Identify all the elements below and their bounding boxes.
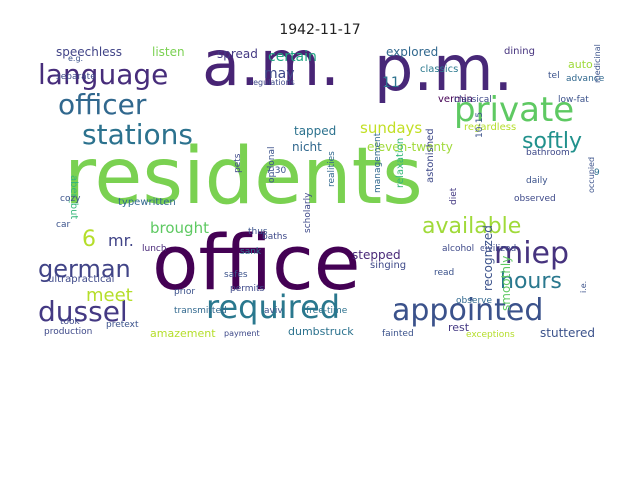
cloud-word: 11 [382,75,400,91]
cloud-word: german [38,255,131,283]
cloud-word: spread [217,47,258,61]
cloud-word: i.e. [579,280,588,293]
cloud-word: e.g. [68,54,84,63]
cloud-word: car [56,220,71,230]
cloud-word: auto [568,58,593,71]
figure-title: 1942-11-17 [279,22,361,38]
cloud-word: speechless [56,45,123,59]
cloud-word: 7:30 [266,166,287,176]
cloud-word: smoothly [499,255,513,311]
cloud-word: production [44,327,93,337]
word-cloud: residents office a.m. p.m. required appointed… [34,43,606,346]
cloud-word: eleven-twenty [367,140,453,154]
cloud-word: tapped [294,124,337,138]
cloud-word: may [264,66,295,82]
cloud-word: scholarly [303,192,313,233]
cloud-word: a.m. [202,43,340,100]
cloud-word: stations [82,118,193,151]
cloud-word: explored [386,45,439,59]
cloud-word: optional [267,146,277,183]
cloud-word: lunch [142,244,167,254]
cloud-word: sank [240,247,262,257]
cloud-word: advance [566,74,605,84]
cloud-word: p.m. [374,43,514,105]
cloud-word: aviv [264,306,283,316]
cloud-word: softly [522,129,583,154]
cloud-word: rest [448,321,470,334]
cloud-word: exceptions [466,330,515,340]
cloud-word: private [454,90,575,130]
cloud-word: relaxation [395,137,406,188]
cloud-word: thus [248,227,268,237]
cloud-word: diet [449,187,459,205]
cloud-word: office [152,218,361,307]
cloud-word: realities [327,151,337,187]
cloud-word: classical [454,95,492,105]
cloud-word: listen [152,45,185,59]
cloud-word: safes [224,270,248,280]
cloud-word: regulations [250,78,295,87]
cloud-word: stuttered [540,326,596,340]
cloud-word: ultrapractical [48,274,115,285]
cloud-word: sundays [360,119,423,137]
cloud-word: baths [262,232,288,242]
cloud-word: payment [224,329,260,338]
cloud-word: recognized [481,225,495,291]
cloud-word: civilized [480,244,517,254]
cloud-word: certain [268,49,317,65]
cloud-word: tel [548,71,560,81]
cloud-word: pretext [106,320,139,330]
cloud-word: alcohol [442,244,475,254]
cloud-word: prior [174,287,196,297]
cloud-word: vermin [438,94,473,105]
cloud-word: read [434,268,455,278]
cloud-word: observe [456,296,493,306]
cloud-word: stepped [352,248,401,262]
cloud-word: low-fat [558,95,589,105]
cloud-word: medicinal [593,44,602,83]
cloud-word: cozy [60,194,81,204]
cloud-word: miep [494,236,570,271]
cloud-word: typewritten [118,197,176,208]
cloud-word: permits [230,284,265,294]
cloud-word: dining [504,46,535,57]
cloud-word: appointed [392,293,544,328]
cloud-word: available [422,214,522,239]
cloud-word: 9 [594,168,600,178]
cloud-word: classics [420,64,459,75]
cloud-word: meet [86,285,133,306]
cloud-word: dussel [38,295,128,328]
cloud-word: 10-15 [475,111,485,138]
cloud-word: brought [150,219,209,237]
cloud-word: fainted [382,329,414,339]
cloud-word: daily [526,176,548,186]
cloud-word: separate [56,72,96,82]
cloud-word: officer [58,88,147,121]
cloud-word: language [38,58,169,91]
cloud-word: took [60,317,80,327]
cloud-word: hours [500,269,562,294]
cloud-word: dumbstruck [288,325,354,338]
cloud-word: regardless [464,122,517,133]
cloud-word: observed [514,194,556,204]
cloud-word: 6 [82,227,96,252]
cloud-word: bathroom [526,148,570,158]
cloud-word: amazement [150,327,216,340]
cloud-word: pets [233,153,243,173]
cloud-word: management [373,132,383,193]
cloud-word: residents [64,132,423,222]
cloud-word: transmitted [174,306,227,316]
cloud-word: free-time [306,306,348,316]
cloud-word: nicht [292,140,322,154]
cloud-word: mr. [108,231,134,250]
cloud-word: singing [370,260,407,271]
cloud-word: required [206,288,341,326]
cloud-word: astonished [425,128,436,183]
